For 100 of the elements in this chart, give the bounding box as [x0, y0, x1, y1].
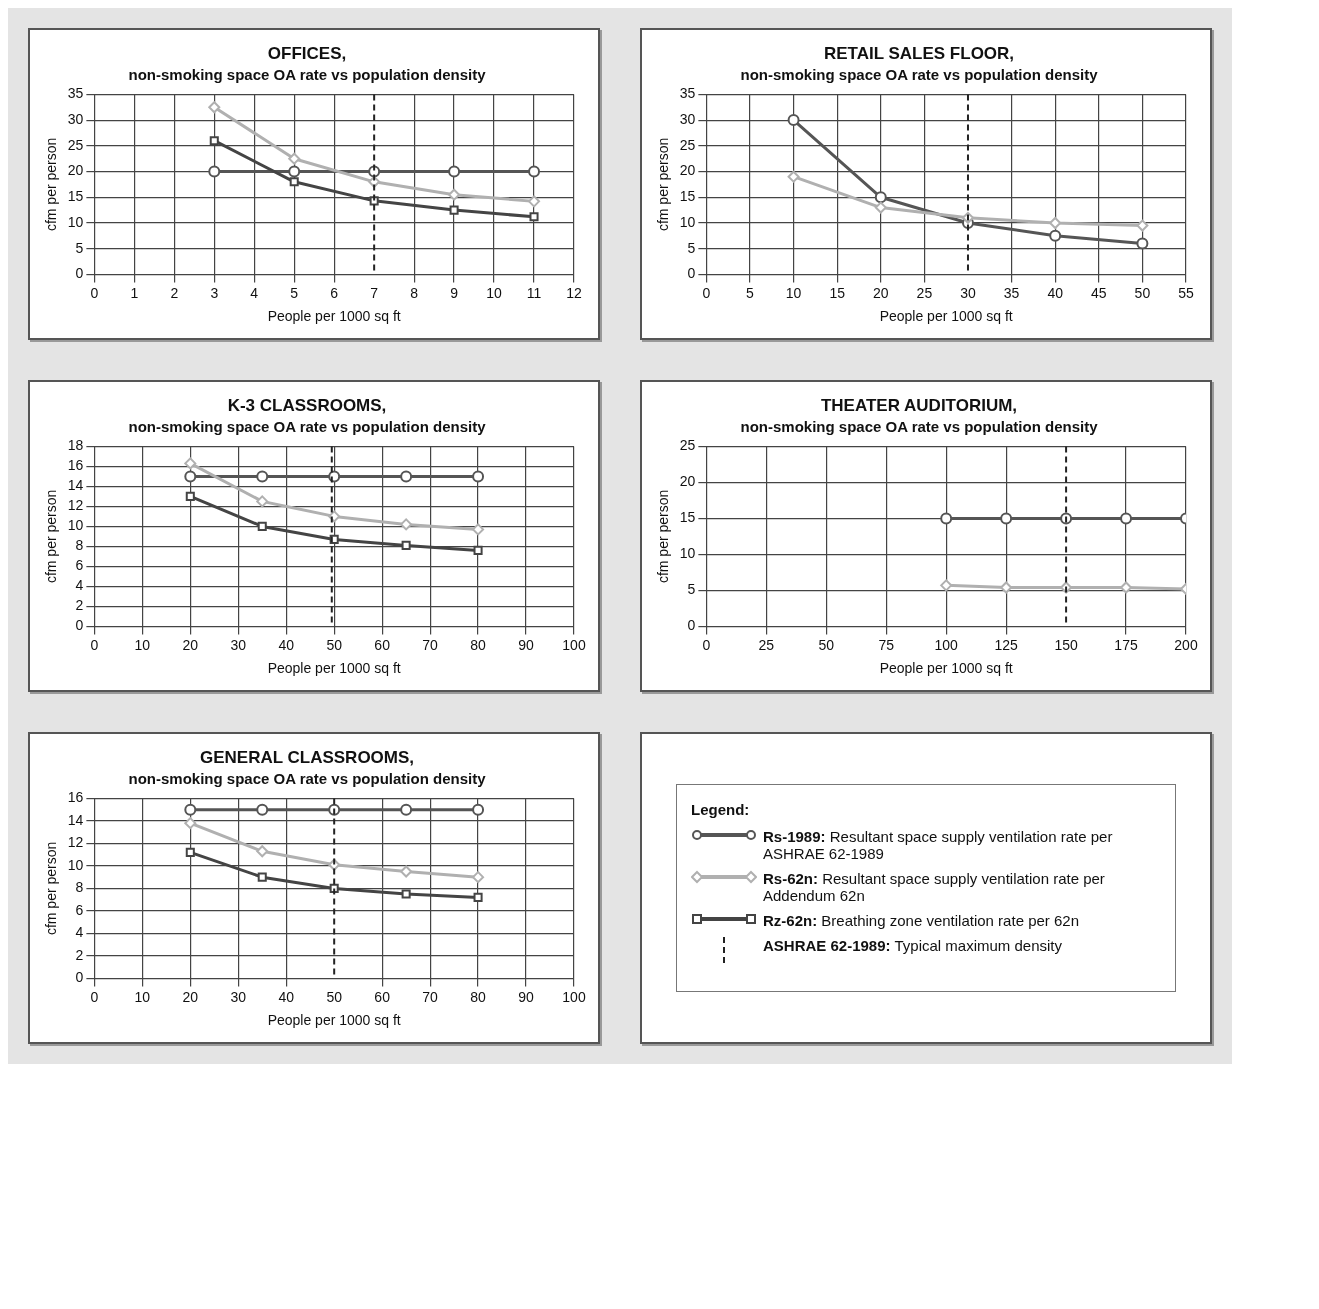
- y-tick-label: 0: [75, 969, 84, 986]
- y-tick-label: 20: [67, 162, 84, 179]
- x-tick-label: 6: [330, 284, 339, 301]
- text: Rz-62n: Breathing zone ventilation rate per 62n: [763, 912, 1080, 929]
- y-tick-label: 12: [67, 497, 84, 514]
- point: [473, 545, 483, 555]
- y-tick-label: 16: [67, 789, 84, 806]
- y-tick-label: 5: [687, 239, 696, 256]
- point: [449, 205, 459, 215]
- chart-subtitle: non-smoking space OA rate vs population density: [128, 65, 487, 83]
- x-tick-label: 0: [702, 636, 711, 653]
- y-tick-label: 20: [679, 162, 696, 179]
- x-tick-label: 20: [872, 284, 889, 301]
- y-tick-label: 6: [75, 557, 84, 574]
- chart-subtitle: non-smoking space OA rate vs population density: [128, 769, 487, 787]
- point: [400, 470, 413, 483]
- y-tick-label: 0: [687, 617, 696, 634]
- point: [1136, 237, 1149, 250]
- x-tick-label: 35: [1003, 284, 1020, 301]
- x-tick-label: 100: [562, 988, 586, 1005]
- x-tick-label: 30: [230, 636, 247, 653]
- chart-subtitle: non-smoking space OA rate vs population density: [740, 417, 1099, 435]
- point: [289, 177, 299, 187]
- y-axis-title: cfm per person: [43, 841, 60, 936]
- y-tick-label: 5: [75, 239, 84, 256]
- y-tick-label: 4: [75, 924, 84, 941]
- y-tick-label: 35: [67, 85, 84, 102]
- x-tick-label: 40: [278, 636, 295, 653]
- point: [1000, 512, 1013, 525]
- point: [874, 191, 887, 204]
- point: [208, 165, 221, 178]
- x-tick-label: 60: [374, 988, 391, 1005]
- x-tick-label: 20: [182, 636, 199, 653]
- x-tick-label: 10: [134, 636, 151, 653]
- point: [1049, 216, 1062, 229]
- point: [184, 470, 197, 483]
- x-tick-label: 4: [250, 284, 259, 301]
- x-tick-label: 90: [518, 636, 535, 653]
- x-tick-label: 150: [1054, 636, 1078, 653]
- x-axis-title: People per 1000 sq ft: [879, 660, 1013, 677]
- x-tick-label: 100: [562, 636, 586, 653]
- x-tick-label: 175: [1114, 636, 1138, 653]
- y-axis-title: cfm per person: [655, 137, 672, 232]
- point: [257, 521, 267, 531]
- point: [787, 170, 800, 183]
- text: ASHRAE 62-1989: Typical maximum density: [763, 937, 1063, 954]
- x-tick-label: 0: [90, 284, 99, 301]
- y-tick-label: 30: [67, 110, 84, 127]
- point: [208, 101, 221, 114]
- point: [1049, 229, 1062, 242]
- y-tick-label: 18: [67, 437, 84, 454]
- x-tick-label: 1: [130, 284, 139, 301]
- x-tick-label: 45: [1091, 284, 1107, 301]
- x-tick-label: 50: [326, 988, 343, 1005]
- x-tick-label: 50: [818, 636, 835, 653]
- point: [528, 165, 541, 178]
- y-tick-label: 14: [67, 477, 84, 494]
- y-tick-label: 30: [679, 110, 696, 127]
- x-axis-title: People per 1000 sq ft: [267, 1012, 401, 1029]
- x-tick-label: 0: [90, 988, 99, 1005]
- x-tick-label: 200: [1174, 636, 1198, 653]
- y-tick-label: 25: [679, 136, 696, 153]
- x-tick-label: 80: [470, 988, 487, 1005]
- x-tick-label: 15: [829, 284, 846, 301]
- x-tick-label: 10: [486, 284, 503, 301]
- y-tick-label: 8: [75, 879, 84, 896]
- y-axis-title: cfm per person: [655, 489, 672, 584]
- point: [1120, 512, 1133, 525]
- point: [256, 495, 269, 508]
- x-tick-label: 12: [566, 284, 582, 301]
- y-tick-label: 12: [67, 834, 84, 851]
- chart-title: RETAIL SALES FLOOR,: [823, 43, 1015, 63]
- point: [472, 470, 485, 483]
- y-tick-label: 0: [687, 265, 696, 282]
- x-tick-label: 100: [934, 636, 959, 653]
- point: [874, 201, 887, 214]
- y-tick-label: 2: [75, 597, 84, 614]
- y-tick-label: 10: [679, 545, 696, 562]
- point: [473, 892, 483, 902]
- point: [529, 212, 539, 222]
- chart-subtitle: non-smoking space OA rate vs population density: [740, 65, 1099, 83]
- x-tick-label: 50: [1134, 284, 1151, 301]
- x-tick-label: 0: [90, 636, 99, 653]
- x-tick-label: 30: [230, 988, 247, 1005]
- y-tick-label: 2: [75, 946, 84, 963]
- x-tick-label: 60: [374, 636, 391, 653]
- x-tick-label: 7: [370, 284, 379, 301]
- x-tick-label: 50: [326, 636, 343, 653]
- y-tick-label: 10: [67, 856, 84, 873]
- point: [184, 803, 197, 816]
- point: [256, 845, 269, 858]
- y-axis-title: cfm per person: [43, 137, 60, 232]
- point: [185, 847, 195, 857]
- y-tick-label: 6: [75, 901, 84, 918]
- x-tick-label: 25: [758, 636, 775, 653]
- x-tick-label: 3: [210, 284, 219, 301]
- point: [256, 803, 269, 816]
- x-axis-title: People per 1000 sq ft: [879, 308, 1013, 325]
- x-tick-label: 40: [1047, 284, 1064, 301]
- y-tick-label: 10: [67, 517, 84, 534]
